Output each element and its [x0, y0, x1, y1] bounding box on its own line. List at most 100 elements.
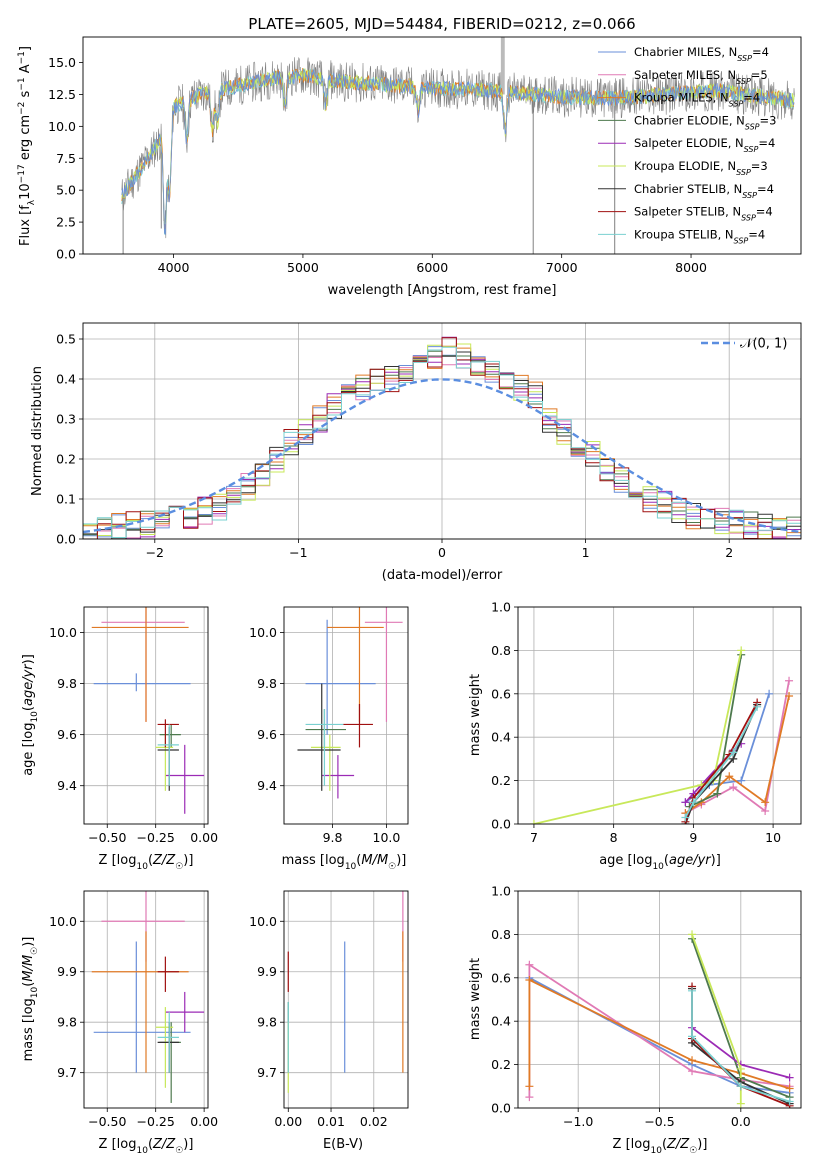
model-spectrum-line [121, 68, 795, 236]
x-tick-label: 6000 [416, 260, 448, 275]
x-tick-label: −0.25 [137, 830, 175, 845]
plus-marker [688, 1067, 697, 1076]
x-axis-label: age [log10(age/yr)] [599, 853, 721, 872]
plus-marker [761, 806, 770, 815]
x-tick-label: 7000 [546, 260, 578, 275]
axes-frame [283, 606, 409, 825]
x-tick-label: 5000 [287, 260, 319, 275]
y-axis-label: Flux [fλ10−17 erg cm−2 s−1 A−1] [17, 46, 37, 246]
y-tick-label: 0.1 [56, 492, 76, 507]
y-tick-label: 10.0 [49, 914, 77, 929]
y-tick-label: 0.2 [491, 1057, 511, 1072]
y-tick-label: 0.8 [491, 927, 511, 942]
plot-area [91, 607, 205, 814]
plot-area [121, 37, 795, 254]
plus-marker [525, 975, 534, 984]
legend-label: Salpeter MILES, NSSP=5 [634, 68, 768, 86]
normal-curve [83, 378, 801, 534]
x-tick-label: 0.02 [360, 1114, 388, 1129]
plus-marker [785, 676, 794, 685]
x-tick-label: 10 [765, 830, 781, 845]
x-axis-label: E(B-V) [323, 1137, 363, 1152]
y-tick-label: 0.6 [491, 686, 511, 701]
plus-marker [725, 772, 734, 781]
plus-marker [736, 1082, 745, 1091]
x-tick-label: −2 [146, 545, 164, 560]
plus-marker [688, 930, 697, 939]
mass-weight-line [533, 650, 743, 824]
y-tick-label: 10.0 [249, 914, 277, 929]
y-tick-label: 9.9 [257, 964, 277, 979]
y-tick-label: 9.4 [257, 778, 277, 793]
y-tick-label: 0.4 [491, 1014, 511, 1029]
y-tick-label: 1.0 [491, 884, 511, 899]
axes-frame [83, 890, 209, 1109]
x-tick-label: 9 [689, 830, 697, 845]
plus-marker [688, 1032, 697, 1041]
panel-2: −2 −1 0 1 2 0.0 0.1 0.2 0.3 0.4 0.5 𝒩(0, 1) (data-mo… [30, 322, 802, 583]
x-tick-label: −1.0 [563, 1114, 593, 1129]
plus-marker [737, 776, 746, 785]
plus-marker [765, 689, 774, 698]
y-tick-label: 2.5 [56, 215, 76, 230]
x-axis-label: Z [log10(Z/Z☉)] [99, 1137, 194, 1156]
plus-marker [525, 960, 534, 969]
plus-marker [713, 789, 722, 798]
x-axis-label: mass [log10(M/M☉)] [282, 853, 407, 872]
panel-6: −0.50 −0.25 0.00 9.7 9.8 9.9 10.0 Z [log10(Z/Z☉… [21, 890, 218, 1156]
y-tick-label: 0.0 [491, 1101, 511, 1116]
plus-marker [729, 783, 738, 792]
plus-marker [525, 1082, 534, 1091]
plot-area [297, 607, 403, 799]
mass-weight-line [691, 990, 790, 1103]
legend-label: 𝒩(0, 1) [740, 337, 787, 352]
y-tick-label: 9.9 [57, 964, 77, 979]
y-tick-label: 0.5 [56, 332, 76, 347]
histogram-step [83, 346, 801, 539]
y-tick-label: 0.3 [56, 412, 76, 427]
y-tick-label: 9.8 [257, 676, 277, 691]
plus-marker [689, 798, 698, 807]
y-tick-label: 0.2 [56, 452, 76, 467]
y-tick-label: 9.8 [257, 1015, 277, 1030]
plus-marker [785, 1073, 794, 1082]
plus-marker [525, 1093, 534, 1102]
plus-marker [529, 820, 538, 824]
plot-area [529, 646, 794, 824]
y-tick-label: 9.6 [57, 727, 77, 742]
mass-weight-line [684, 706, 758, 818]
y-axis-label: mass weight [468, 674, 483, 756]
y-axis-label: age [log10(age/yr)] [21, 654, 40, 776]
masked-region [500, 37, 505, 95]
axes-frame [517, 890, 802, 1109]
x-tick-label: 0.00 [190, 1114, 218, 1129]
legend-label: Chabrier ELODIE, NSSP=3 [634, 113, 776, 130]
y-tick-label: 10.0 [48, 119, 76, 134]
legend-label: Chabrier STELIB, NSSP=4 [634, 182, 774, 200]
y-tick-label: 0.0 [56, 247, 76, 262]
x-tick-label: 7 [530, 830, 538, 845]
y-tick-label: 12.5 [48, 87, 76, 102]
x-tick-label: 0 [438, 545, 446, 560]
x-axis-label: (data-model)/error [382, 568, 503, 583]
x-tick-label: 1 [582, 545, 590, 560]
y-tick-label: 0.8 [491, 643, 511, 658]
x-tick-label: 10.0 [373, 830, 401, 845]
y-tick-label: 0.0 [491, 817, 511, 832]
plus-marker [737, 646, 746, 655]
y-axis-label: mass [log10(M/M☉)] [21, 937, 40, 1062]
y-tick-label: 0.2 [491, 773, 511, 788]
legend-label: Salpeter ELODIE, NSSP=4 [634, 136, 775, 154]
legend: Chabrier MILES, NSSP=4 Salpeter MILES, NS… [598, 45, 776, 245]
plus-marker [688, 1056, 697, 1065]
y-tick-label: 9.7 [57, 1065, 77, 1080]
x-tick-label: −0.50 [88, 1114, 126, 1129]
panel-4: 9.8 10.0 9.4 9.6 9.8 10.0 mass [log10(M/M☉)] [249, 606, 409, 872]
y-axis-label: mass weight [468, 958, 483, 1040]
y-tick-label: 9.8 [57, 1015, 77, 1030]
x-tick-label: −0.25 [137, 1114, 175, 1129]
x-tick-label: 0.00 [190, 830, 218, 845]
plot-area [83, 336, 801, 539]
axes-frame [83, 606, 209, 825]
plus-marker [681, 813, 690, 822]
